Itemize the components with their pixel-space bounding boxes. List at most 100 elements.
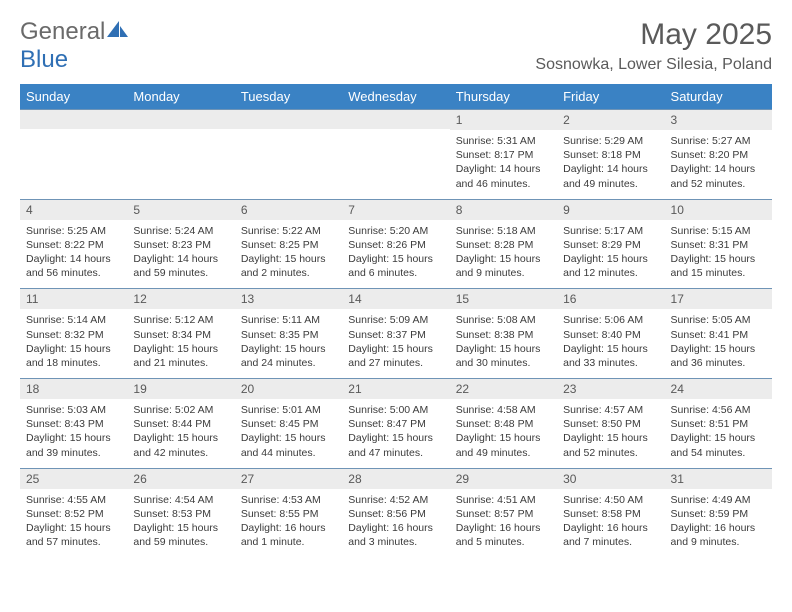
day-cell: 27Sunrise: 4:53 AMSunset: 8:55 PMDayligh… xyxy=(235,468,342,557)
daylight-text: Daylight: 15 hours and 36 minutes. xyxy=(671,342,766,370)
daylight-text: Daylight: 15 hours and 54 minutes. xyxy=(671,431,766,459)
day-number: 28 xyxy=(342,469,449,489)
day-cell: 4 Sunrise: 5:25 AMSunset: 8:22 PMDaylight… xyxy=(20,199,127,289)
week-row: 18Sunrise: 5:03 AMSunset: 8:43 PMDayligh… xyxy=(20,379,772,469)
day-number xyxy=(235,110,342,129)
sunrise-text: Sunrise: 5:03 AM xyxy=(26,403,121,417)
sunset-text: Sunset: 8:37 PM xyxy=(348,328,443,342)
day-details xyxy=(342,129,449,185)
sunrise-text: Sunrise: 5:06 AM xyxy=(563,313,658,327)
week-row: 11Sunrise: 5:14 AMSunset: 8:32 PMDayligh… xyxy=(20,289,772,379)
sunrise-text: Sunrise: 4:50 AM xyxy=(563,493,658,507)
daylight-text: Daylight: 15 hours and 42 minutes. xyxy=(133,431,228,459)
day-number: 17 xyxy=(665,289,772,309)
day-details: Sunrise: 4:51 AMSunset: 8:57 PMDaylight:… xyxy=(450,489,557,558)
daylight-text: Daylight: 15 hours and 15 minutes. xyxy=(671,252,766,280)
sunrise-text: Sunrise: 5:24 AM xyxy=(133,224,228,238)
day-cell xyxy=(342,110,449,200)
sunrise-text: Sunrise: 4:55 AM xyxy=(26,493,121,507)
sunrise-text: Sunrise: 5:22 AM xyxy=(241,224,336,238)
day-details: Sunrise: 4:55 AMSunset: 8:52 PMDaylight:… xyxy=(20,489,127,558)
day-details: Sunrise: 5:08 AMSunset: 8:38 PMDaylight:… xyxy=(450,309,557,378)
sunrise-text: Sunrise: 5:08 AM xyxy=(456,313,551,327)
sunset-text: Sunset: 8:43 PM xyxy=(26,417,121,431)
day-number: 14 xyxy=(342,289,449,309)
sunrise-text: Sunrise: 4:56 AM xyxy=(671,403,766,417)
day-cell: 21Sunrise: 5:00 AMSunset: 8:47 PMDayligh… xyxy=(342,379,449,469)
sunrise-text: Sunrise: 5:09 AM xyxy=(348,313,443,327)
day-number: 7 xyxy=(342,200,449,220)
sunrise-text: Sunrise: 4:49 AM xyxy=(671,493,766,507)
month-title: May 2025 xyxy=(535,18,772,52)
calendar-header-row: Sunday Monday Tuesday Wednesday Thursday… xyxy=(20,84,772,110)
sunrise-text: Sunrise: 5:02 AM xyxy=(133,403,228,417)
day-number: 30 xyxy=(557,469,664,489)
sunrise-text: Sunrise: 4:58 AM xyxy=(456,403,551,417)
day-details: Sunrise: 5:20 AMSunset: 8:26 PMDaylight:… xyxy=(342,220,449,289)
day-number: 5 xyxy=(127,200,234,220)
day-details: Sunrise: 5:02 AMSunset: 8:44 PMDaylight:… xyxy=(127,399,234,468)
sunrise-text: Sunrise: 5:12 AM xyxy=(133,313,228,327)
sunrise-text: Sunrise: 4:53 AM xyxy=(241,493,336,507)
day-number: 8 xyxy=(450,200,557,220)
day-number: 22 xyxy=(450,379,557,399)
col-monday: Monday xyxy=(127,84,234,110)
brand-part1: General xyxy=(20,18,105,45)
sunset-text: Sunset: 8:28 PM xyxy=(456,238,551,252)
day-details xyxy=(127,129,234,185)
day-cell: 8 Sunrise: 5:18 AMSunset: 8:28 PMDaylight… xyxy=(450,199,557,289)
day-details: Sunrise: 5:12 AMSunset: 8:34 PMDaylight:… xyxy=(127,309,234,378)
brand-text: General Blue xyxy=(20,18,129,74)
day-cell: 9Sunrise: 5:17 AMSunset: 8:29 PMDaylight… xyxy=(557,199,664,289)
sunset-text: Sunset: 8:51 PM xyxy=(671,417,766,431)
day-details: Sunrise: 5:22 AMSunset: 8:25 PMDaylight:… xyxy=(235,220,342,289)
sunset-text: Sunset: 8:22 PM xyxy=(26,238,121,252)
day-details: Sunrise: 5:14 AMSunset: 8:32 PMDaylight:… xyxy=(20,309,127,378)
day-number: 27 xyxy=(235,469,342,489)
sunset-text: Sunset: 8:17 PM xyxy=(456,148,551,162)
sunrise-text: Sunrise: 5:18 AM xyxy=(456,224,551,238)
sunrise-text: Sunrise: 5:29 AM xyxy=(563,134,658,148)
day-cell: 12Sunrise: 5:12 AMSunset: 8:34 PMDayligh… xyxy=(127,289,234,379)
daylight-text: Daylight: 15 hours and 52 minutes. xyxy=(563,431,658,459)
sunrise-text: Sunrise: 5:25 AM xyxy=(26,224,121,238)
week-row: 25Sunrise: 4:55 AMSunset: 8:52 PMDayligh… xyxy=(20,468,772,557)
day-number: 16 xyxy=(557,289,664,309)
day-number: 4 xyxy=(20,200,127,220)
day-details: Sunrise: 5:05 AMSunset: 8:41 PMDaylight:… xyxy=(665,309,772,378)
daylight-text: Daylight: 15 hours and 33 minutes. xyxy=(563,342,658,370)
day-cell: 13Sunrise: 5:11 AMSunset: 8:35 PMDayligh… xyxy=(235,289,342,379)
daylight-text: Daylight: 15 hours and 9 minutes. xyxy=(456,252,551,280)
day-details: Sunrise: 4:49 AMSunset: 8:59 PMDaylight:… xyxy=(665,489,772,558)
day-number: 19 xyxy=(127,379,234,399)
day-number xyxy=(342,110,449,129)
calendar-body: 1Sunrise: 5:31 AMSunset: 8:17 PMDaylight… xyxy=(20,110,772,558)
sunrise-text: Sunrise: 5:15 AM xyxy=(671,224,766,238)
day-details: Sunrise: 5:15 AMSunset: 8:31 PMDaylight:… xyxy=(665,220,772,289)
day-details: Sunrise: 5:31 AMSunset: 8:17 PMDaylight:… xyxy=(450,130,557,199)
day-details: Sunrise: 5:24 AMSunset: 8:23 PMDaylight:… xyxy=(127,220,234,289)
day-details: Sunrise: 4:50 AMSunset: 8:58 PMDaylight:… xyxy=(557,489,664,558)
daylight-text: Daylight: 14 hours and 46 minutes. xyxy=(456,162,551,190)
day-cell: 24Sunrise: 4:56 AMSunset: 8:51 PMDayligh… xyxy=(665,379,772,469)
sunset-text: Sunset: 8:29 PM xyxy=(563,238,658,252)
sunset-text: Sunset: 8:56 PM xyxy=(348,507,443,521)
day-cell: 17Sunrise: 5:05 AMSunset: 8:41 PMDayligh… xyxy=(665,289,772,379)
sunrise-text: Sunrise: 5:01 AM xyxy=(241,403,336,417)
daylight-text: Daylight: 15 hours and 59 minutes. xyxy=(133,521,228,549)
sunset-text: Sunset: 8:34 PM xyxy=(133,328,228,342)
day-number: 15 xyxy=(450,289,557,309)
sunset-text: Sunset: 8:32 PM xyxy=(26,328,121,342)
daylight-text: Daylight: 15 hours and 2 minutes. xyxy=(241,252,336,280)
sunrise-text: Sunrise: 5:20 AM xyxy=(348,224,443,238)
week-row: 1Sunrise: 5:31 AMSunset: 8:17 PMDaylight… xyxy=(20,110,772,200)
day-cell: 6Sunrise: 5:22 AMSunset: 8:25 PMDaylight… xyxy=(235,199,342,289)
day-number xyxy=(127,110,234,129)
day-details: Sunrise: 4:57 AMSunset: 8:50 PMDaylight:… xyxy=(557,399,664,468)
sunset-text: Sunset: 8:55 PM xyxy=(241,507,336,521)
day-cell: 30Sunrise: 4:50 AMSunset: 8:58 PMDayligh… xyxy=(557,468,664,557)
col-sunday: Sunday xyxy=(20,84,127,110)
daylight-text: Daylight: 14 hours and 56 minutes. xyxy=(26,252,121,280)
daylight-text: Daylight: 15 hours and 24 minutes. xyxy=(241,342,336,370)
sunset-text: Sunset: 8:52 PM xyxy=(26,507,121,521)
